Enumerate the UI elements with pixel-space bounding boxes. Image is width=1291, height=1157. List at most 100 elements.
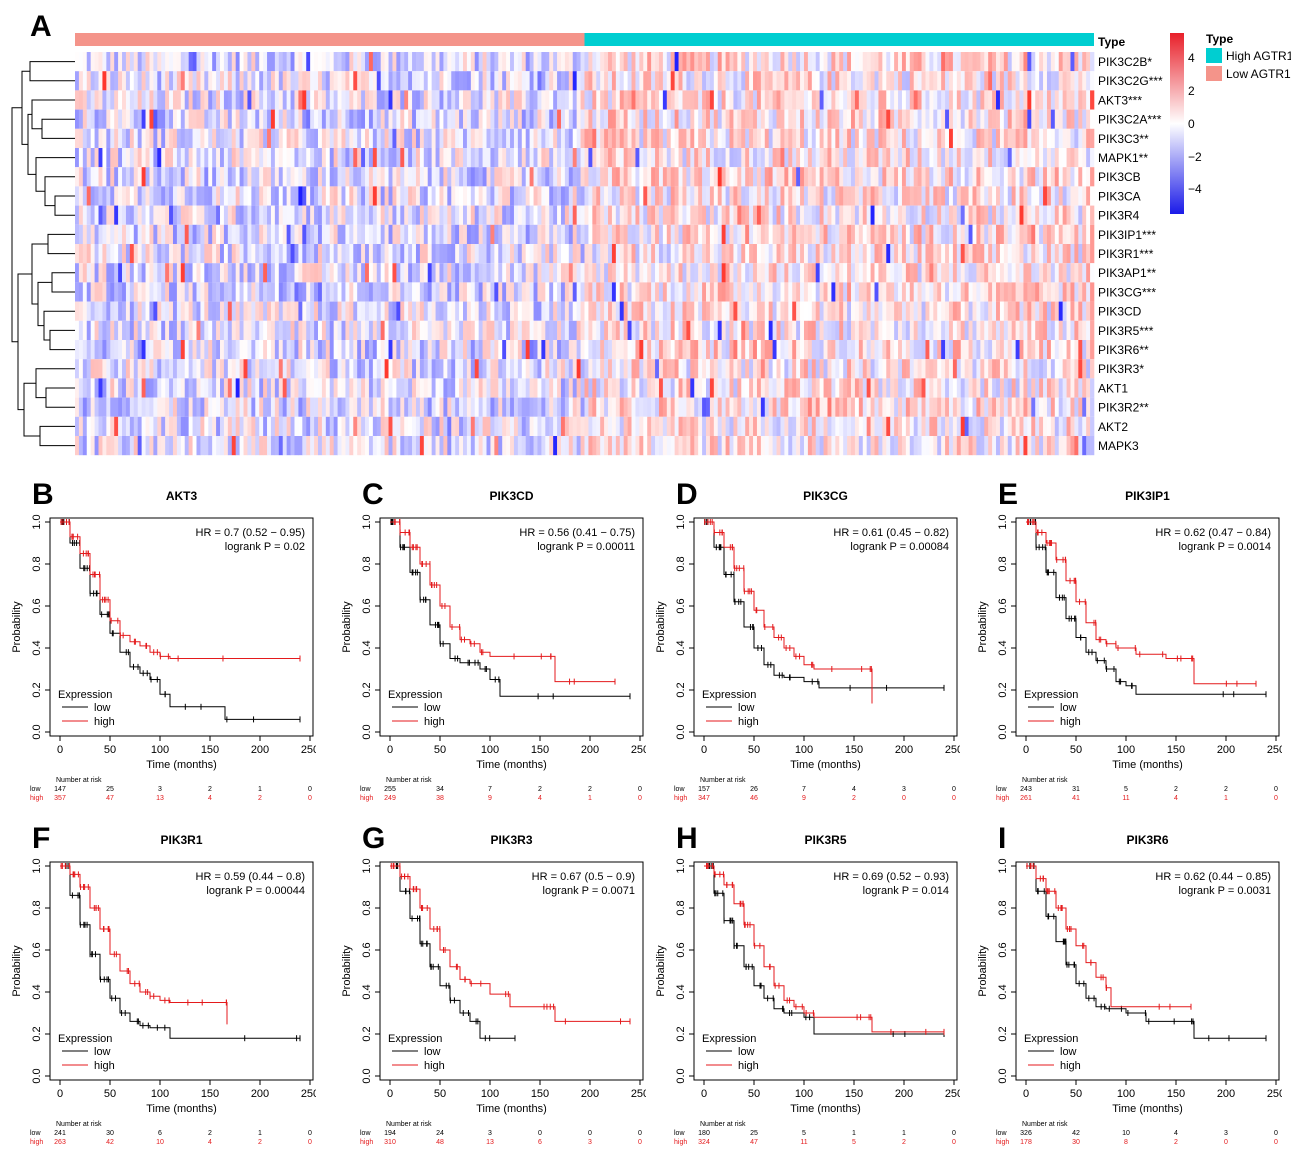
y-axis-label: Probability bbox=[977, 601, 989, 653]
hazard-ratio: HR = 0.7 (0.52 − 0.95) bbox=[196, 527, 305, 539]
legend-label: high bbox=[424, 716, 445, 728]
risk-high-value: 6 bbox=[538, 1139, 542, 1146]
heatmap-row-label: PIK3CD bbox=[1098, 305, 1142, 319]
risk-high-value: 5 bbox=[852, 1139, 856, 1146]
logrank-p: logrank P = 0.0071 bbox=[543, 885, 635, 897]
legend-label: High AGTR1 bbox=[1226, 49, 1291, 63]
heatmap-figure: Type PIK3C2B* PIK3C2G*** AKT3*** PIK3C2A*** P… bbox=[11, 32, 1291, 456]
x-tick-label: 100 bbox=[795, 744, 813, 756]
chart-title: PIK3R1 bbox=[160, 833, 202, 847]
y-axis-label: Probability bbox=[11, 601, 23, 653]
risk-high-value: 2 bbox=[852, 795, 856, 802]
risk-high-value: 0 bbox=[1224, 1139, 1228, 1146]
risk-low-value: 30 bbox=[106, 1130, 114, 1137]
risk-low-value: 4 bbox=[1174, 1130, 1178, 1137]
risk-high-value: 13 bbox=[156, 795, 164, 802]
heatmap-row-label: PIK3R1*** bbox=[1098, 247, 1154, 261]
y-tick-label: 1.0 bbox=[361, 514, 373, 529]
y-tick-label: 0.0 bbox=[675, 1068, 687, 1083]
km-curve-low bbox=[1026, 521, 1266, 695]
risk-high-value: 30 bbox=[1072, 1139, 1080, 1146]
risk-high-value: 2 bbox=[258, 795, 262, 802]
x-tick-label: 150 bbox=[531, 744, 549, 756]
legend-label: low bbox=[94, 1046, 111, 1058]
chart-title: PIK3CG bbox=[803, 489, 848, 503]
legend-title: Expression bbox=[1024, 689, 1078, 701]
risk-high-value: 9 bbox=[802, 795, 806, 802]
x-tick-label: 0 bbox=[387, 744, 393, 756]
risk-low-value: 24 bbox=[436, 1130, 444, 1137]
type-legend: Type High AGTR1 Low AGTR1 bbox=[1206, 32, 1291, 81]
legend-label: low bbox=[424, 702, 441, 714]
x-tick-label: 0 bbox=[1023, 744, 1029, 756]
risk-high-value: 42 bbox=[106, 1139, 114, 1146]
risk-row-high: high bbox=[674, 795, 687, 802]
colorbar-tick: 4 bbox=[1188, 51, 1195, 65]
heatmap-row-label: PIK3CG*** bbox=[1098, 285, 1156, 299]
x-tick-label: 250 bbox=[301, 1088, 316, 1100]
km-chart-g: PIK3R3 0 50 100 150 200 250 Time (months) 0.0 0.2… bbox=[341, 833, 646, 1146]
colorbar-tick: 2 bbox=[1188, 84, 1195, 98]
risk-low-value: 0 bbox=[638, 1130, 642, 1137]
risk-low-value: 6 bbox=[158, 1130, 162, 1137]
km-curve-high bbox=[60, 521, 300, 659]
x-tick-label: 150 bbox=[531, 1088, 549, 1100]
x-tick-label: 100 bbox=[151, 1088, 169, 1100]
heatmap-row-label: PIK3R5*** bbox=[1098, 324, 1154, 338]
x-tick-label: 250 bbox=[301, 744, 316, 756]
x-tick-label: 200 bbox=[581, 744, 599, 756]
km-chart-c: PIK3CD050100150200250Time (months)0.00.2… bbox=[341, 489, 646, 802]
risk-low-value: 241 bbox=[54, 1130, 66, 1137]
y-tick-label: 0.4 bbox=[997, 984, 1009, 999]
risk-label: Number at risk bbox=[1022, 777, 1068, 784]
risk-label: Number at risk bbox=[386, 777, 432, 784]
y-tick-label: 0.0 bbox=[31, 1068, 43, 1083]
risk-high-value: 4 bbox=[208, 1139, 212, 1146]
risk-low-value: 0 bbox=[952, 1130, 956, 1137]
km-chart-d: PIK3CG050100150200250Time (months)0.00.2… bbox=[655, 489, 960, 802]
risk-low-value: 3 bbox=[158, 786, 162, 793]
km-chart-h: PIK3R5050100150200250Time (months)0.00.2… bbox=[655, 833, 960, 1146]
risk-label: Number at risk bbox=[386, 1121, 432, 1128]
x-axis-label: Time (months) bbox=[790, 1103, 861, 1115]
x-tick-label: 150 bbox=[1167, 1088, 1185, 1100]
x-tick-label: 100 bbox=[151, 744, 169, 756]
panel-letter-f: F bbox=[32, 822, 51, 855]
risk-high-value: 1 bbox=[588, 795, 592, 802]
heatmap-row-label: AKT1 bbox=[1098, 381, 1128, 395]
group-bar-low bbox=[75, 33, 585, 46]
x-tick-label: 250 bbox=[631, 1088, 646, 1100]
y-tick-label: 0.2 bbox=[31, 682, 43, 697]
legend-label: low bbox=[738, 1046, 755, 1058]
legend-title: Type bbox=[1206, 32, 1233, 46]
heatmap-cells bbox=[75, 52, 1095, 456]
risk-high-value: 0 bbox=[308, 1139, 312, 1146]
y-tick-label: 0.8 bbox=[997, 556, 1009, 571]
risk-low-value: 0 bbox=[1274, 786, 1278, 793]
risk-low-value: 147 bbox=[54, 786, 66, 793]
y-tick-label: 0.6 bbox=[997, 942, 1009, 957]
heatmap-row-label: PIK3C2G*** bbox=[1098, 74, 1163, 88]
km-chart-e: PIK3IP1050100150200250Time (months)0.00.… bbox=[977, 489, 1282, 802]
heatmap-row-label: MAPK1** bbox=[1098, 151, 1148, 165]
legend-title: Expression bbox=[58, 1033, 112, 1045]
risk-row-high: high bbox=[30, 795, 43, 802]
y-tick-label: 0.4 bbox=[31, 984, 43, 999]
logrank-p: logrank P = 0.00011 bbox=[537, 541, 635, 553]
panel-letter-h: H bbox=[676, 822, 698, 855]
risk-low-value: 2 bbox=[1224, 786, 1228, 793]
chart-title: PIK3R3 bbox=[490, 833, 532, 847]
risk-high-value: 324 bbox=[698, 1139, 710, 1146]
legend-label: low bbox=[424, 1046, 441, 1058]
panel-letter-b: B bbox=[32, 478, 54, 511]
risk-low-value: 0 bbox=[638, 786, 642, 793]
legend-title: Expression bbox=[1024, 1033, 1078, 1045]
plot-frame bbox=[49, 861, 314, 1081]
risk-high-value: 0 bbox=[1274, 795, 1278, 802]
x-tick-label: 200 bbox=[895, 744, 913, 756]
y-tick-label: 0.2 bbox=[997, 682, 1009, 697]
risk-low-value: 2 bbox=[1174, 786, 1178, 793]
x-tick-label: 150 bbox=[1167, 744, 1185, 756]
risk-row-low: low bbox=[30, 786, 41, 793]
risk-row-high: high bbox=[360, 795, 373, 802]
